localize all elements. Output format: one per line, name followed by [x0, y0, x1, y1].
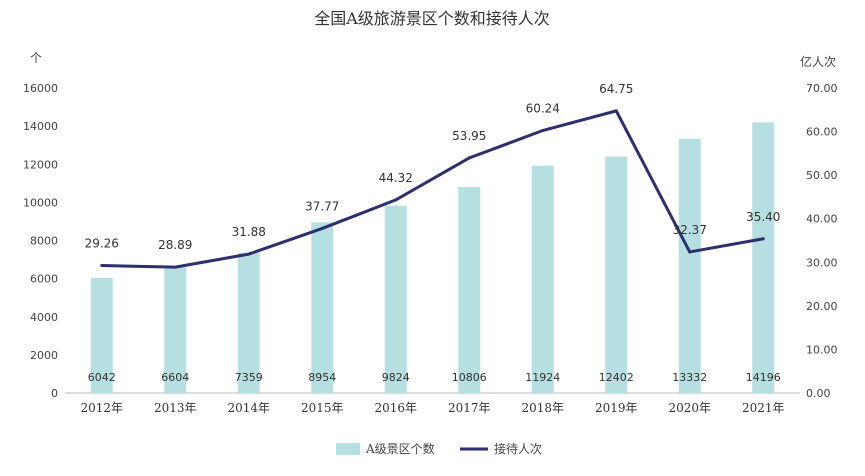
- line-path: [101, 109, 764, 269]
- bar-value-label: 12402: [599, 371, 634, 384]
- line-value-label: 37.77: [305, 199, 339, 213]
- bar: [531, 165, 554, 393]
- line-point: [100, 264, 104, 268]
- bar-series: [90, 122, 775, 394]
- x-axis-ticks: 2012年 2013年 2014年 2015年 2016年 2017年 2018年 2019年…: [80, 401, 784, 415]
- line-value-label: 64.75: [599, 82, 633, 96]
- line-point: [320, 226, 324, 230]
- left-axis-tick-label: 2000: [30, 349, 58, 362]
- line-value-label: 44.32: [379, 171, 413, 185]
- bar: [752, 122, 775, 394]
- bar: [384, 205, 407, 393]
- right-axis-tick-label: 70.00: [806, 82, 838, 95]
- line-point: [467, 156, 471, 160]
- x-axis-tick-label: 2014年: [227, 401, 270, 415]
- right-axis-unit: 亿人次: [800, 54, 836, 69]
- right-axis-tick-label: 40.00: [806, 213, 838, 226]
- x-axis-tick-label: 2019年: [595, 401, 638, 415]
- left-axis-tick-label: 14000: [23, 120, 58, 133]
- right-axis-tick-label: 20.00: [806, 300, 838, 313]
- bar-value-label: 14196: [746, 371, 781, 384]
- legend: A级景区个数 接待人次: [336, 441, 542, 456]
- line-point: [541, 129, 545, 133]
- line-point: [247, 252, 251, 256]
- bar: [90, 277, 113, 393]
- x-axis-tick-label: 2018年: [521, 401, 564, 415]
- bar-value-label: 13332: [672, 371, 707, 384]
- bar-value-label: 11924: [525, 371, 560, 384]
- line-point: [173, 265, 177, 269]
- line-point: [688, 250, 692, 254]
- left-axis-tick-label: 8000: [30, 235, 58, 248]
- right-axis-tick-label: 50.00: [806, 169, 838, 182]
- right-axis-tick-label: 60.00: [806, 126, 838, 139]
- line-value-label: 28.89: [158, 238, 192, 252]
- left-axis-tick-label: 4000: [30, 311, 58, 324]
- legend-bar-label: A级景区个数: [365, 441, 435, 456]
- line-value-label: 31.88: [232, 225, 266, 239]
- legend-line-label: 接待人次: [494, 441, 542, 456]
- left-axis-tick-label: 0: [51, 387, 58, 400]
- left-axis-tick-label: 6000: [30, 273, 58, 286]
- bar: [237, 252, 260, 393]
- right-axis-tick-label: 30.00: [806, 256, 838, 269]
- left-axis-ticks: 0 2000 4000 6000 8000 10000 12000 14000 16000: [23, 82, 58, 400]
- left-axis-unit: 个: [30, 51, 42, 65]
- line-value-label: 53.95: [452, 129, 486, 143]
- left-axis-tick-label: 12000: [23, 158, 58, 171]
- bar-value-label: 6604: [161, 371, 189, 384]
- chart-title: 全国A级旅游景区个数和接待人次: [314, 9, 550, 28]
- line-point: [394, 198, 398, 202]
- x-axis-tick-label: 2017年: [448, 401, 491, 415]
- x-axis-tick-label: 2016年: [374, 401, 417, 415]
- line-value-labels: 29.26 28.89 31.88 37.77 44.32 53.95 60.24 64.75…: [85, 82, 781, 252]
- legend-bar-swatch: [336, 443, 360, 455]
- line-value-label: 35.40: [746, 210, 780, 224]
- bar: [458, 187, 481, 393]
- x-axis-tick-label: 2013年: [154, 401, 197, 415]
- left-axis-tick-label: 16000: [23, 82, 58, 95]
- left-axis-tick-label: 10000: [23, 196, 58, 209]
- bar-value-label: 8954: [308, 371, 336, 384]
- x-axis-tick-label: 2020年: [668, 401, 711, 415]
- bar: [678, 138, 701, 393]
- line-point: [761, 237, 765, 241]
- line-value-label: 32.37: [673, 223, 707, 237]
- line-series: [100, 109, 765, 269]
- bar-value-label: 6042: [88, 371, 116, 384]
- x-axis-tick-label: 2021年: [742, 401, 785, 415]
- right-axis-ticks: 0.00 10.00 20.00 30.00 40.00 50.00 60.00 70.00: [806, 82, 838, 400]
- x-axis-tick-label: 2015年: [301, 401, 344, 415]
- right-axis-tick-label: 10.00: [806, 343, 838, 356]
- line-value-label: 60.24: [526, 102, 560, 116]
- line-point: [614, 109, 618, 113]
- bar: [164, 267, 187, 393]
- bar-value-labels: 6042 6604 7359 8954 9824 10806 11924 12402 13332…: [88, 371, 781, 384]
- bar: [605, 156, 628, 393]
- x-axis-tick-label: 2012年: [80, 401, 123, 415]
- right-axis-tick-label: 0.00: [806, 387, 831, 400]
- bar: [311, 222, 334, 393]
- line-value-label: 29.26: [85, 237, 119, 251]
- bar-value-label: 10806: [452, 371, 487, 384]
- bar-value-label: 7359: [235, 371, 263, 384]
- bar-value-label: 9824: [382, 371, 410, 384]
